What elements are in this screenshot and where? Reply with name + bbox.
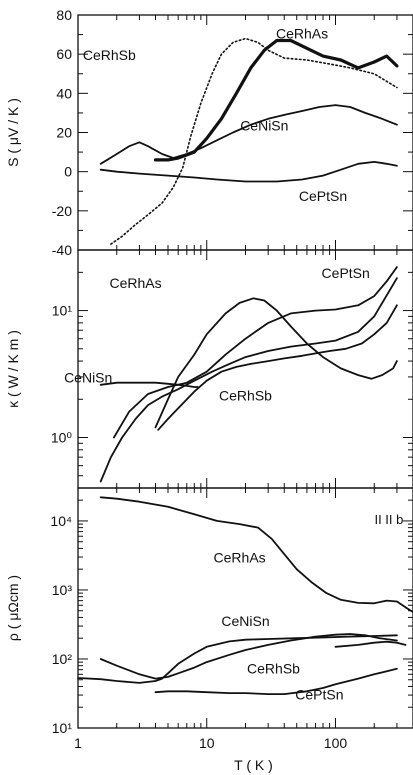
x-tick-label: 1 [74, 735, 82, 751]
series-label-cerhas: CeRhAs [276, 26, 328, 42]
series-ceptsn-line [154, 667, 398, 695]
series-label-cerhsb: CeRhSb [247, 660, 300, 676]
series-label-ceptsn: CePtSn [299, 188, 347, 204]
series-label-cerhsb: CeRhSb [83, 47, 136, 63]
x-axis-title: T ( K ) [234, 757, 273, 773]
y-tick-label: 10¹ [52, 303, 73, 319]
series-label-cerhas: CeRhAs [109, 275, 161, 291]
y-tick-label: 10⁴ [50, 513, 72, 529]
series-cenisn-line [77, 634, 398, 684]
series-label-ceptsn: CePtSn [322, 265, 370, 281]
y-tick-label: -20 [52, 203, 72, 219]
y-tick-label: 10⁰ [51, 429, 73, 445]
series-cerhsb-line [99, 633, 398, 680]
y-tick-label: 0 [64, 164, 72, 180]
y-tick-label: -40 [52, 242, 72, 258]
y-tick-label: 20 [56, 125, 72, 141]
series-label-cerhas: CeRhAs [214, 549, 266, 565]
series-cerhas-line [99, 496, 413, 613]
series-cerhsb-line [110, 37, 398, 245]
resistivity-panel: 10¹ 10² 10³ 10⁴ 1 10 100 ρ ( μΩcm ) T ( K ) CeRhA… [5, 487, 413, 773]
series-cerhsb-line [157, 304, 398, 431]
y-tick-label: 10³ [52, 582, 73, 598]
seebeck-panel: -40 -20 0 20 40 60 80 S ( μV / K ) CeRhSb CeRhAs C… [5, 7, 413, 258]
series-line-4 [334, 640, 407, 648]
y-tick-label: 60 [56, 46, 72, 62]
y-tick-label: 10² [52, 651, 73, 667]
series-label-cerhsb: CeRhSb [219, 388, 272, 404]
series-line-4 [99, 381, 199, 388]
y-axis-title: ρ ( μΩcm ) [5, 575, 21, 641]
series-label-cenisn: CeNiSn [240, 118, 288, 134]
x-tick-label: 10 [199, 735, 215, 751]
series-label-cenisn: CeNiSn [221, 613, 269, 629]
series-label-ceptsn: CePtSn [295, 686, 343, 702]
plot-frame [77, 487, 413, 729]
y-axis-title: S ( μV / K ) [5, 98, 21, 167]
y-tick-label: 10¹ [52, 720, 73, 736]
panel-annotation: II II b [374, 512, 403, 527]
y-axis-title: κ ( W / K m ) [5, 330, 21, 408]
series-ceptsn-line [113, 266, 398, 439]
x-tick-label: 100 [324, 735, 348, 751]
y-tick-label: 80 [56, 7, 72, 23]
series-cerhas-line [154, 297, 398, 429]
series-label-cenisn: CeNiSn [64, 370, 112, 386]
series-cenisn-line [99, 104, 398, 165]
y-tick-label: 40 [56, 85, 72, 101]
series-cerhas-line [153, 38, 399, 162]
thermal-conductivity-panel: 10⁰ 10¹ κ ( W / K m ) CeRhAs CePtSn CeNiSn CeR… [5, 249, 413, 489]
series-ceptsn-line [99, 160, 398, 183]
series-cenisn-line [99, 277, 398, 483]
